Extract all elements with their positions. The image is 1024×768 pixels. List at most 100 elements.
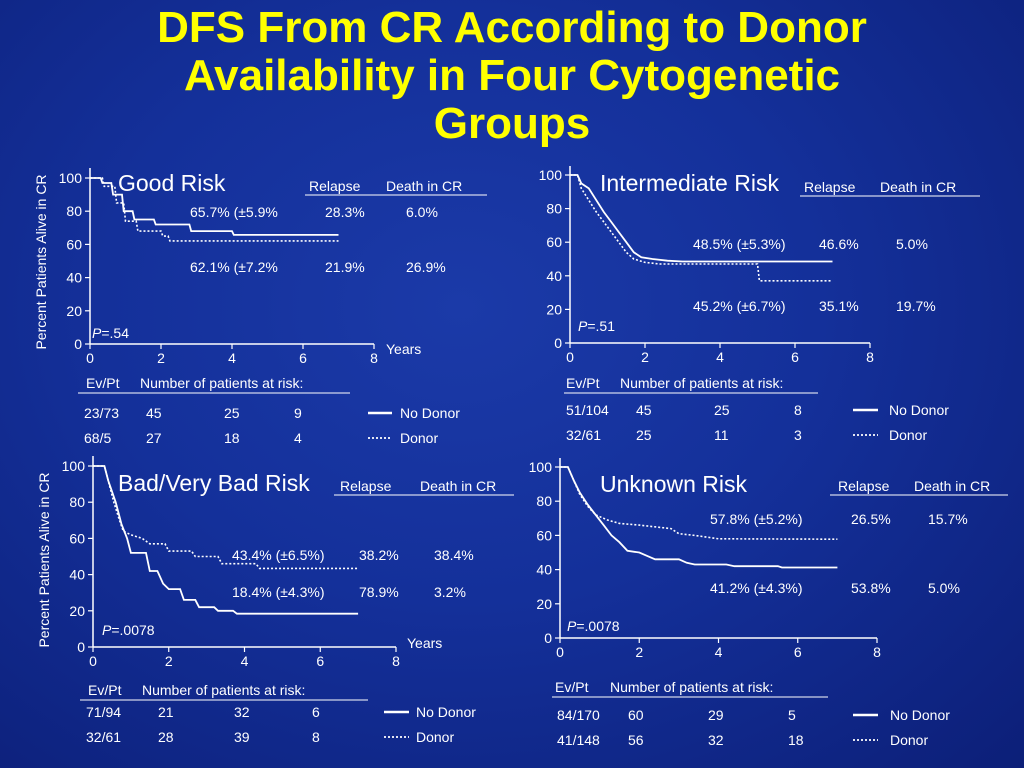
panel-1-stat-death: 26.9% [406, 259, 446, 275]
panel-4-y-tick-label: 40 [536, 562, 552, 578]
panel-4-legend-no-donor: No Donor [890, 707, 950, 723]
title-line-2: Availability in Four Cytogenetic [183, 51, 841, 100]
panel-1-legend-no-donor: No Donor [400, 405, 460, 421]
panel-2-y-tick-label: 20 [546, 301, 562, 317]
panel-4-risk-count: 60 [628, 707, 644, 723]
panel-2-legend-donor: Donor [889, 427, 927, 443]
panel-2-stat-dfs: 45.2% (±6.7%) [693, 298, 786, 314]
panel-1-risk-count: 27 [146, 430, 162, 446]
panel-2-relapse-header: Relapse [804, 179, 856, 195]
panel-3-relapse-header: Relapse [340, 478, 392, 494]
panel-1-risk-count: 4 [294, 430, 302, 446]
panel-2-risk-evpt: 32/61 [566, 427, 601, 443]
panel-2-stat-relapse: 46.6% [819, 236, 859, 252]
panel-2-y-tick-label: 60 [546, 234, 562, 250]
panel-3-stat-dfs: 18.4% (±4.3%) [232, 584, 325, 600]
panel-4-x-tick-label: 0 [556, 644, 564, 660]
panel-4-stat-dfs: 57.8% (±5.2%) [710, 511, 803, 527]
panel-4-risk-count: 29 [708, 707, 724, 723]
panel-1-relapse-header: Relapse [309, 178, 361, 194]
panel-4-risk-count: 5 [788, 707, 796, 723]
panel-2-risk-count: 25 [714, 402, 730, 418]
panel-1-y-tick-label: 100 [59, 170, 83, 186]
panel-3-stat-dfs: 43.4% (±6.5%) [232, 547, 325, 563]
panel-2-p-value: P=.51 [578, 318, 615, 334]
panel-4-y-tick-label: 0 [544, 630, 552, 646]
panel-3-stat-death: 38.4% [434, 547, 474, 563]
panel-3-x-tick-label: 8 [392, 653, 400, 669]
panel-4-risk-count: 32 [708, 732, 724, 748]
panel-2-p-number: =.51 [587, 318, 615, 334]
panel-4-risk-count: 18 [788, 732, 804, 748]
panel-2-x-tick-label: 0 [566, 349, 574, 365]
panel-4-death-header: Death in CR [914, 478, 990, 494]
panel-3-donor-curve [93, 465, 359, 570]
panel-1-risk-count: 9 [294, 405, 302, 421]
panel-1-risk-number-header: Number of patients at risk: [140, 375, 303, 391]
panel-3-risk-count: 32 [234, 704, 250, 720]
panel-3-x-tick-label: 6 [316, 653, 324, 669]
panel-4-x-tick-label: 2 [635, 644, 643, 660]
panel-2-death-header: Death in CR [880, 179, 956, 195]
panel-2-stat-death: 19.7% [896, 298, 936, 314]
panel-3-title: Bad/Very Bad Risk [118, 470, 310, 496]
panel-4-y-tick-label: 20 [536, 596, 552, 612]
panel-4-no-donor-curve [560, 466, 838, 569]
panel-4-relapse-header: Relapse [838, 478, 890, 494]
panel-1-risk-count: 45 [146, 405, 162, 421]
panel-4-risk-number-header: Number of patients at risk: [610, 679, 773, 695]
panel-3-stat-death: 3.2% [434, 584, 466, 600]
panel-2-stat-dfs: 48.5% (±5.3%) [693, 236, 786, 252]
panel-2-risk-count: 25 [636, 427, 652, 443]
panel-2-risk-count: 8 [794, 402, 802, 418]
panel-3-stat-relapse: 78.9% [359, 584, 399, 600]
panel-4-y-tick-label: 60 [536, 527, 552, 543]
panel-1-p-letter: P [92, 325, 102, 341]
panel-3-y-axis-label: Percent Patients Alive in CR [36, 472, 52, 647]
panel-1-y-tick-label: 80 [66, 203, 82, 219]
panel-3-y-tick-label: 0 [77, 639, 85, 655]
panel-2-x-tick-label: 6 [791, 349, 799, 365]
panel-3-legend-no-donor: No Donor [416, 704, 476, 720]
panel-3-x-axis-label: Years [407, 635, 442, 651]
panel-4-stat-relapse: 53.8% [851, 580, 891, 596]
panel-1-x-tick-label: 6 [299, 350, 307, 366]
panel-1-legend-donor: Donor [400, 430, 438, 446]
panel-2-y-tick-label: 0 [554, 335, 562, 351]
panel-2-risk-evpt: 51/104 [566, 402, 609, 418]
panel-3-risk-count: 6 [312, 704, 320, 720]
panel-1-title: Good Risk [118, 170, 226, 196]
panel-4-p-letter: P [567, 618, 577, 634]
panel-2-stat-relapse: 35.1% [819, 298, 859, 314]
panel-3-x-tick-label: 4 [241, 653, 249, 669]
panel-1-risk-count: 18 [224, 430, 240, 446]
panel-1-no-donor-curve [90, 177, 339, 236]
panel-2-p-letter: P [578, 318, 588, 334]
panel-1-death-header: Death in CR [386, 178, 462, 194]
panel-4-risk-evpt-header: Ev/Pt [555, 679, 589, 695]
panel-2-title: Intermediate Risk [600, 170, 779, 196]
panel-4-title: Unknown Risk [600, 471, 747, 497]
panel-3-y-tick-label: 20 [69, 603, 85, 619]
panel-2-stat-death: 5.0% [896, 236, 928, 252]
panel-2-x-tick-label: 4 [716, 349, 724, 365]
panel-4-risk-count: 56 [628, 732, 644, 748]
panel-4-p-number: =.0078 [576, 618, 619, 634]
panel-1-x-tick-label: 8 [370, 350, 378, 366]
panel-3-p-value: P=.0078 [102, 622, 155, 638]
panel-3-y-tick-label: 80 [69, 494, 85, 510]
panel-2-risk-count: 3 [794, 427, 802, 443]
panel-3-y-tick-label: 40 [69, 567, 85, 583]
panel-1-risk-count: 25 [224, 405, 240, 421]
panel-4-stat-relapse: 26.5% [851, 511, 891, 527]
panel-1-risk-evpt-header: Ev/Pt [86, 375, 120, 391]
panel-1-stat-dfs: 62.1% (±7.2% [190, 259, 278, 275]
panel-4-stat-death: 15.7% [928, 511, 968, 527]
panel-2-no-donor-curve [570, 174, 833, 263]
panel-2-legend-no-donor: No Donor [889, 402, 949, 418]
panel-3-x-tick-label: 0 [89, 653, 97, 669]
panel-1-p-value: P=.54 [92, 325, 129, 341]
panel-1-stat-relapse: 28.3% [325, 204, 365, 220]
panel-3-p-letter: P [102, 622, 112, 638]
panel-4-y-tick-label: 100 [529, 459, 553, 475]
